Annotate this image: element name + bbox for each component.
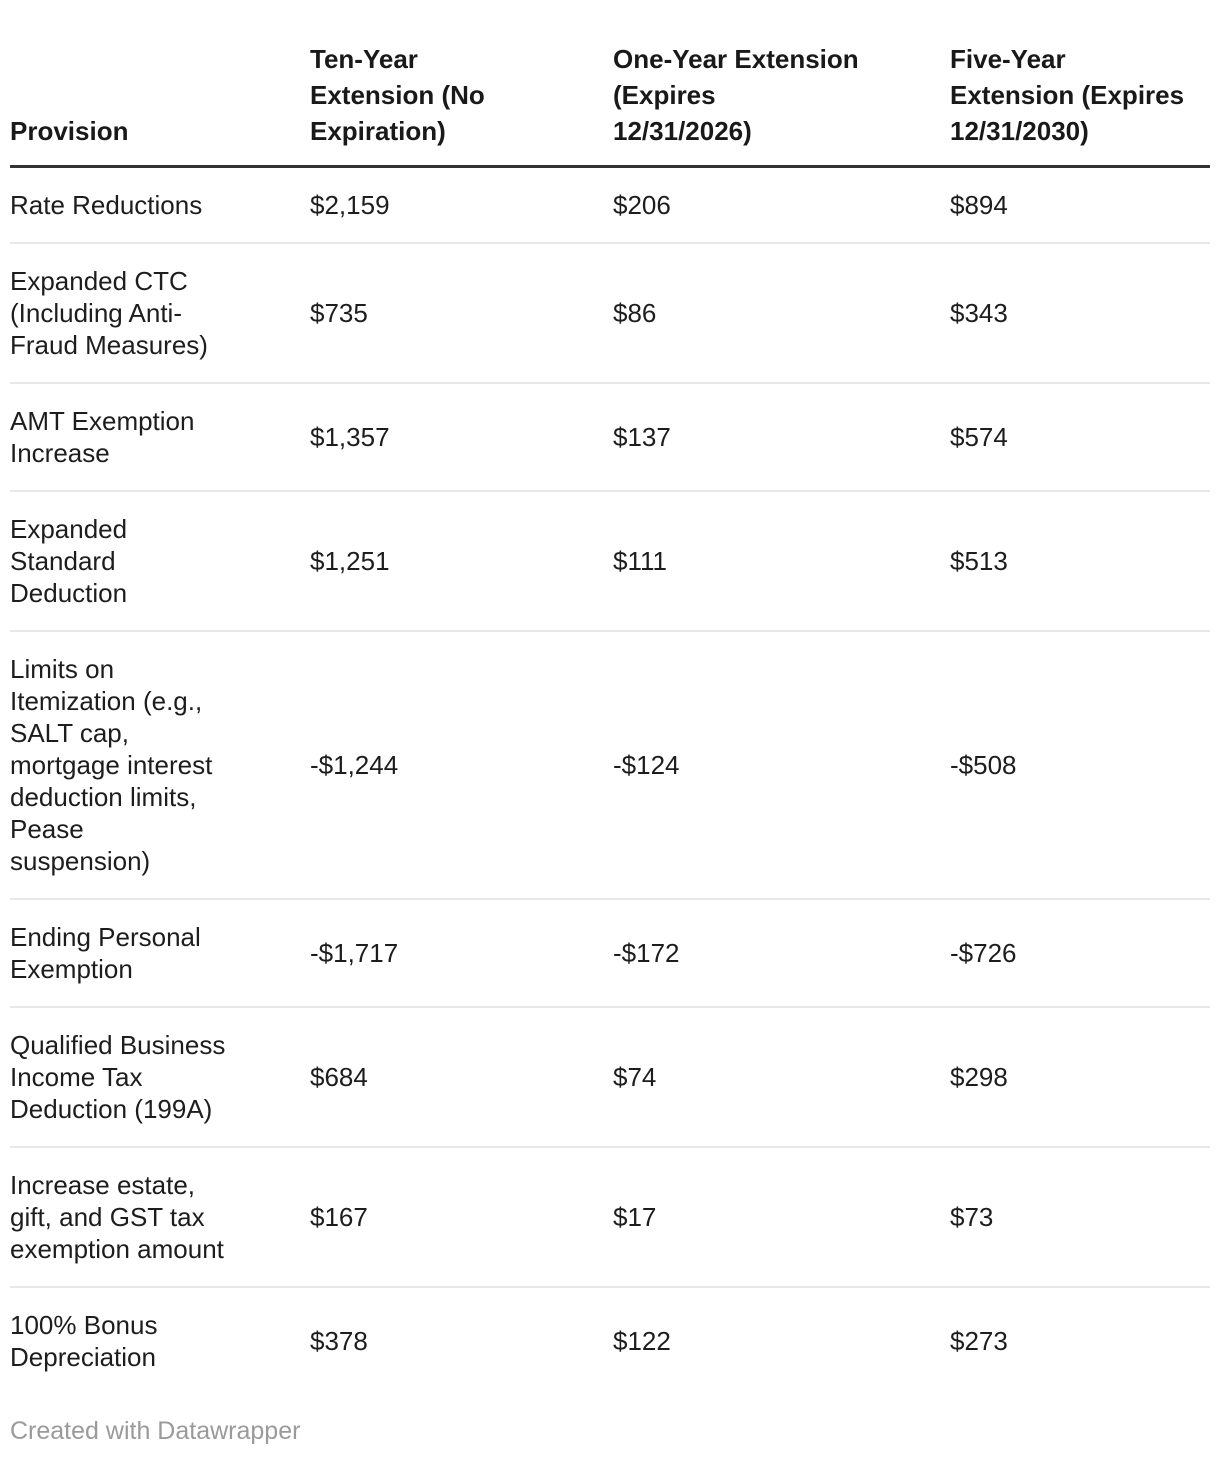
table-row-expanded-standard-deduction: Expanded Standard Deduction $1,251 $111 … — [10, 491, 1210, 632]
value-cell-five-year: $273 — [950, 1326, 1008, 1356]
value-cell-one-year: $206 — [613, 166, 950, 244]
table-row-qualified-business-income: Qualified Business Income Tax Deduction … — [10, 1007, 1210, 1148]
column-header-ten-year-extension: Ten-Year Extension (No Expiration) — [310, 17, 613, 168]
value-cell-ten-year: $1,357 — [310, 383, 613, 492]
value-cell-one-year: $74 — [613, 1007, 950, 1148]
provision-cell: 100% Bonus Depreciation — [10, 1310, 158, 1372]
table-body: Rate Reductions $2,159 $206 $894 Expande… — [10, 166, 1210, 1395]
datawrapper-credit-link[interactable]: Created with Datawrapper — [10, 1417, 301, 1445]
column-header-one-year-extension: One-Year Extension (Expires 12/31/2026) — [613, 17, 950, 168]
table-row-amt-exemption-increase: AMT Exemption Increase $1,357 $137 $574 — [10, 383, 1210, 492]
provision-cell: Limits on Itemization (e.g., SALT cap, m… — [10, 631, 310, 900]
provision-cell: Increase estate, gift, and GST tax exemp… — [10, 1147, 310, 1288]
value-cell-ten-year: $735 — [310, 243, 613, 384]
value-cell-five-year: $574 — [950, 383, 1210, 492]
table-row-estate-gift-gst: Increase estate, gift, and GST tax exemp… — [10, 1147, 1210, 1288]
column-header-five-year-extension: Five-Year Extension (Expires 12/31/2030) — [950, 17, 1210, 168]
value-cell-one-year: -$124 — [613, 631, 950, 900]
value-cell-five-year: $513 — [950, 491, 1210, 632]
value-cell-ten-year: -$1,244 — [310, 631, 613, 900]
data-table: Provision Ten-Year Extension (No Expirat… — [10, 17, 1210, 1394]
value-cell-ten-year: $378 — [310, 1326, 368, 1356]
value-cell-one-year: $122 — [613, 1326, 671, 1356]
header-row: Provision Ten-Year Extension (No Expirat… — [10, 17, 1210, 168]
provision-cell: Rate Reductions — [10, 166, 310, 244]
value-cell-five-year: $298 — [950, 1007, 1210, 1148]
footer-credit-bar: Created with Datawrapper — [10, 1416, 1210, 1446]
table-header: Provision Ten-Year Extension (No Expirat… — [10, 17, 1210, 168]
value-cell-ten-year: $684 — [310, 1007, 613, 1148]
table-row-ending-personal-exemption: Ending Personal Exemption -$1,717 -$172 … — [10, 899, 1210, 1008]
value-cell-five-year: -$726 — [950, 899, 1210, 1008]
provision-cell: Ending Personal Exemption — [10, 899, 310, 1008]
table-row-rate-reductions: Rate Reductions $2,159 $206 $894 — [10, 166, 1210, 244]
value-cell-one-year: $86 — [613, 243, 950, 384]
provision-cell: Qualified Business Income Tax Deduction … — [10, 1007, 310, 1148]
value-cell-ten-year: -$1,717 — [310, 899, 613, 1008]
table-row-expanded-ctc: Expanded CTC (Including Anti-Fraud Measu… — [10, 243, 1210, 384]
value-cell-one-year: -$172 — [613, 899, 950, 1008]
value-cell-five-year: $343 — [950, 243, 1210, 384]
provision-cell: Expanded Standard Deduction — [10, 491, 310, 632]
provision-cell: AMT Exemption Increase — [10, 383, 310, 492]
value-cell-five-year: $894 — [950, 166, 1210, 244]
value-cell-ten-year: $167 — [310, 1147, 613, 1288]
column-header-provision: Provision — [10, 17, 310, 168]
table-row-limits-on-itemization: Limits on Itemization (e.g., SALT cap, m… — [10, 631, 1210, 900]
value-cell-one-year: $111 — [613, 491, 950, 632]
value-cell-five-year: $73 — [950, 1147, 1210, 1288]
value-cell-five-year: -$508 — [950, 631, 1210, 900]
value-cell-ten-year: $2,159 — [310, 166, 613, 244]
value-cell-one-year: $17 — [613, 1147, 950, 1288]
table-row-bonus-depreciation: 100% Bonus Depreciation $378 $122 $273 — [10, 1287, 1210, 1394]
provision-cell: Expanded CTC (Including Anti-Fraud Measu… — [10, 243, 310, 384]
value-cell-one-year: $137 — [613, 383, 950, 492]
value-cell-ten-year: $1,251 — [310, 491, 613, 632]
